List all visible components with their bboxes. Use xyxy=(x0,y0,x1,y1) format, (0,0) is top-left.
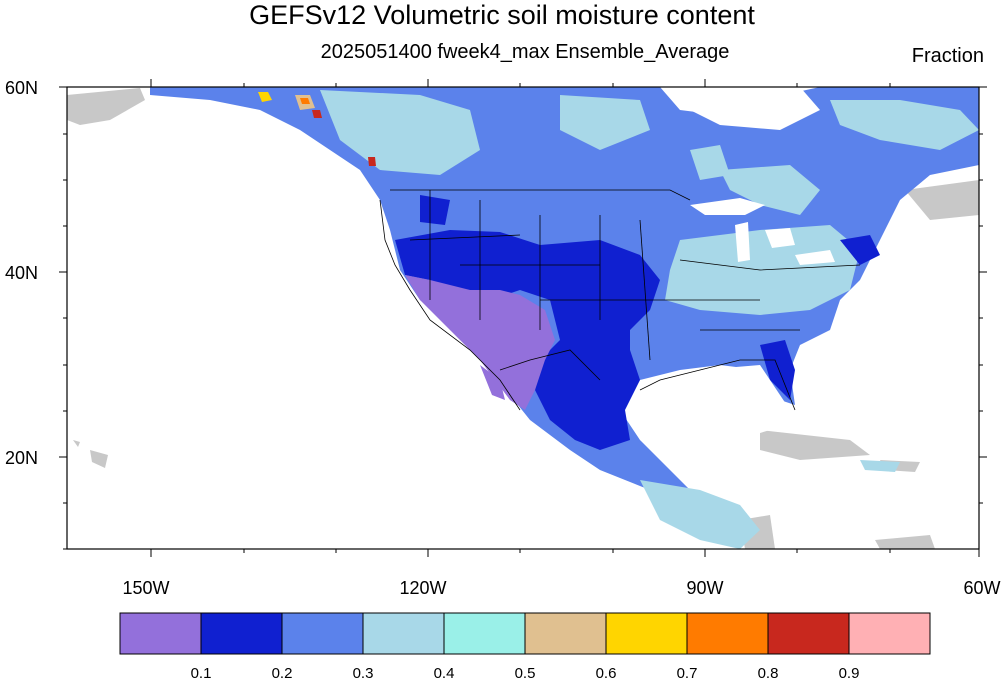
lat-label-20n: 20N xyxy=(5,448,38,468)
colorbar-label-1: 0.2 xyxy=(272,665,293,681)
longitude-ticks xyxy=(150,79,980,557)
map-title: GEFSv12 Volumetric soil moisture content xyxy=(249,0,755,30)
map-plot-area xyxy=(67,87,979,549)
colorbar-box-1 xyxy=(200,612,283,655)
colorbar-box-9 xyxy=(848,612,931,655)
colorbar-label-0: 0.1 xyxy=(191,665,212,681)
lon-label-60w: 60W xyxy=(963,578,1000,598)
lat-label-40n: 40N xyxy=(5,263,38,283)
latitude-ticks xyxy=(59,86,987,550)
colorbar-box-2 xyxy=(281,612,364,655)
soil-moisture-below-0.1 xyxy=(405,275,555,410)
colorbar-label-4: 0.5 xyxy=(515,665,536,681)
colorbar-label-5: 0.6 xyxy=(596,665,617,681)
lat-label-60n: 60N xyxy=(5,78,38,98)
colorbar-box-6 xyxy=(605,612,688,655)
colorbar-label-3: 0.4 xyxy=(434,665,455,681)
colorbar-box-7 xyxy=(686,612,769,655)
lon-label-90w: 90W xyxy=(686,578,723,598)
lon-label-150w: 150W xyxy=(122,578,169,598)
high-moisture-spots xyxy=(258,92,376,166)
colorbar-label-6: 0.7 xyxy=(677,665,698,681)
units-label: Fraction xyxy=(911,45,984,67)
water-bodies xyxy=(635,87,835,455)
lon-label-120w: 120W xyxy=(399,578,446,598)
colorbar-box-0 xyxy=(119,612,202,655)
political-boundaries xyxy=(379,189,861,411)
colorbar-box-5 xyxy=(524,612,607,655)
colorbar-label-8: 0.9 xyxy=(839,665,860,681)
colorbar: 0.1 0.2 0.3 0.4 0.5 0.6 0.7 0.8 0.9 xyxy=(119,612,931,681)
colorbar-label-2: 0.3 xyxy=(353,665,374,681)
colorbar-box-3 xyxy=(362,612,445,655)
colorbar-box-8 xyxy=(767,612,850,655)
map-subtitle: 2025051400 fweek4_max Ensemble_Average xyxy=(320,41,730,63)
soil-moisture-0.1-0.2 xyxy=(395,195,880,450)
colorbar-label-7: 0.8 xyxy=(758,665,779,681)
colorbar-box-4 xyxy=(443,612,526,655)
